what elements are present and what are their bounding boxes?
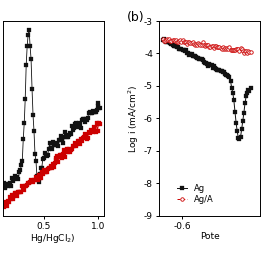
Ag/A (219, 46, 222, 49)
Ag (238, 138, 241, 141)
Ag (214, 67, 218, 70)
Ag/A (222, 48, 225, 51)
Ag/A (161, 38, 164, 41)
X-axis label: Pote: Pote (200, 232, 220, 241)
Ag/A (249, 51, 252, 54)
Ag (162, 37, 165, 40)
Ag/A (240, 47, 243, 50)
Ag/A (201, 41, 204, 44)
Line: Ag/A: Ag/A (161, 37, 252, 55)
Ag (201, 59, 204, 62)
Y-axis label: Log i (mA/cm$^2$): Log i (mA/cm$^2$) (127, 84, 141, 153)
Ag (222, 70, 225, 74)
Ag/A (214, 44, 218, 48)
Line: Ag: Ag (161, 37, 252, 141)
Text: (b): (b) (127, 11, 145, 24)
Ag (249, 86, 252, 89)
Ag (161, 39, 164, 42)
Ag (216, 69, 219, 72)
Ag/A (165, 37, 169, 41)
Ag/A (216, 45, 219, 49)
Ag (219, 69, 222, 73)
Ag/A (246, 52, 249, 55)
Ag (241, 119, 244, 123)
Legend: Ag, Ag/A: Ag, Ag/A (176, 182, 215, 206)
X-axis label: Hg/HgCl$_2$): Hg/HgCl$_2$) (30, 232, 76, 245)
